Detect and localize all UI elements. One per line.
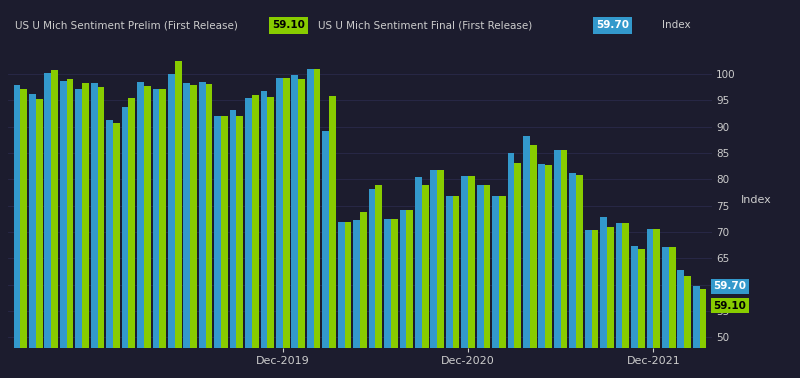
- Bar: [530, 145, 537, 378]
- Bar: [700, 289, 706, 378]
- Bar: [29, 94, 36, 378]
- Bar: [261, 91, 267, 378]
- Bar: [113, 123, 120, 378]
- Bar: [453, 195, 459, 378]
- Bar: [82, 83, 89, 378]
- Bar: [75, 89, 82, 378]
- Text: 59.10: 59.10: [272, 20, 305, 30]
- Bar: [399, 210, 406, 378]
- Bar: [267, 97, 274, 378]
- Bar: [600, 217, 607, 378]
- Bar: [214, 116, 221, 378]
- Bar: [159, 89, 166, 378]
- Bar: [345, 222, 351, 378]
- Bar: [391, 219, 398, 378]
- Text: US U Mich Sentiment Prelim (First Release): US U Mich Sentiment Prelim (First Releas…: [15, 20, 238, 30]
- Y-axis label: Index: Index: [742, 195, 772, 205]
- Bar: [523, 136, 530, 378]
- Bar: [314, 69, 321, 378]
- Bar: [631, 246, 638, 378]
- Bar: [570, 173, 576, 378]
- Bar: [276, 77, 283, 378]
- Bar: [662, 247, 669, 378]
- Bar: [106, 120, 113, 378]
- Bar: [322, 132, 329, 378]
- Bar: [507, 153, 514, 378]
- Bar: [183, 84, 190, 378]
- Bar: [60, 81, 66, 378]
- Bar: [684, 276, 691, 378]
- Bar: [329, 96, 336, 378]
- Bar: [36, 99, 42, 378]
- Bar: [430, 170, 437, 378]
- Bar: [291, 75, 298, 378]
- Bar: [554, 150, 561, 378]
- Bar: [607, 227, 614, 378]
- Bar: [616, 223, 622, 378]
- Bar: [678, 270, 684, 378]
- Text: 59.70: 59.70: [714, 281, 746, 291]
- Bar: [190, 85, 197, 378]
- Bar: [483, 184, 490, 378]
- Bar: [654, 229, 660, 378]
- Bar: [477, 184, 483, 378]
- Bar: [514, 164, 521, 378]
- Bar: [98, 87, 104, 378]
- Bar: [137, 82, 144, 378]
- Bar: [230, 110, 237, 378]
- Bar: [122, 107, 129, 378]
- Bar: [168, 74, 174, 378]
- Bar: [693, 286, 700, 378]
- Bar: [638, 249, 645, 378]
- Bar: [66, 79, 74, 378]
- Bar: [221, 116, 228, 378]
- Bar: [354, 220, 360, 378]
- Bar: [245, 98, 252, 378]
- Bar: [446, 195, 453, 378]
- Bar: [462, 176, 468, 378]
- Bar: [298, 79, 305, 378]
- Bar: [199, 82, 206, 378]
- Bar: [437, 170, 444, 378]
- Bar: [206, 84, 213, 378]
- Bar: [51, 70, 58, 378]
- Bar: [307, 69, 314, 378]
- Bar: [174, 61, 182, 378]
- Bar: [406, 210, 413, 378]
- Bar: [422, 185, 429, 378]
- Bar: [375, 185, 382, 378]
- Bar: [492, 196, 499, 378]
- Bar: [669, 247, 675, 378]
- Bar: [360, 212, 366, 378]
- Bar: [538, 164, 546, 378]
- Bar: [622, 223, 630, 378]
- Text: 59.10: 59.10: [714, 301, 746, 311]
- Text: Index: Index: [662, 20, 691, 30]
- Bar: [14, 85, 20, 378]
- Bar: [369, 189, 375, 378]
- Text: US U Mich Sentiment Final (First Release): US U Mich Sentiment Final (First Release…: [318, 20, 532, 30]
- Bar: [591, 230, 598, 378]
- Bar: [283, 78, 290, 378]
- Bar: [384, 219, 391, 378]
- Bar: [646, 229, 654, 378]
- Bar: [338, 222, 345, 378]
- Bar: [468, 176, 475, 378]
- Bar: [561, 150, 567, 378]
- Bar: [153, 89, 159, 378]
- Bar: [499, 196, 506, 378]
- Bar: [237, 116, 243, 378]
- Bar: [546, 164, 552, 378]
- Bar: [576, 175, 583, 378]
- Bar: [20, 89, 27, 378]
- Bar: [252, 95, 258, 378]
- Bar: [45, 73, 51, 378]
- Bar: [90, 83, 98, 378]
- Bar: [129, 98, 135, 378]
- Text: 59.70: 59.70: [596, 20, 629, 30]
- Bar: [585, 230, 591, 378]
- Bar: [415, 177, 422, 378]
- Bar: [144, 85, 150, 378]
